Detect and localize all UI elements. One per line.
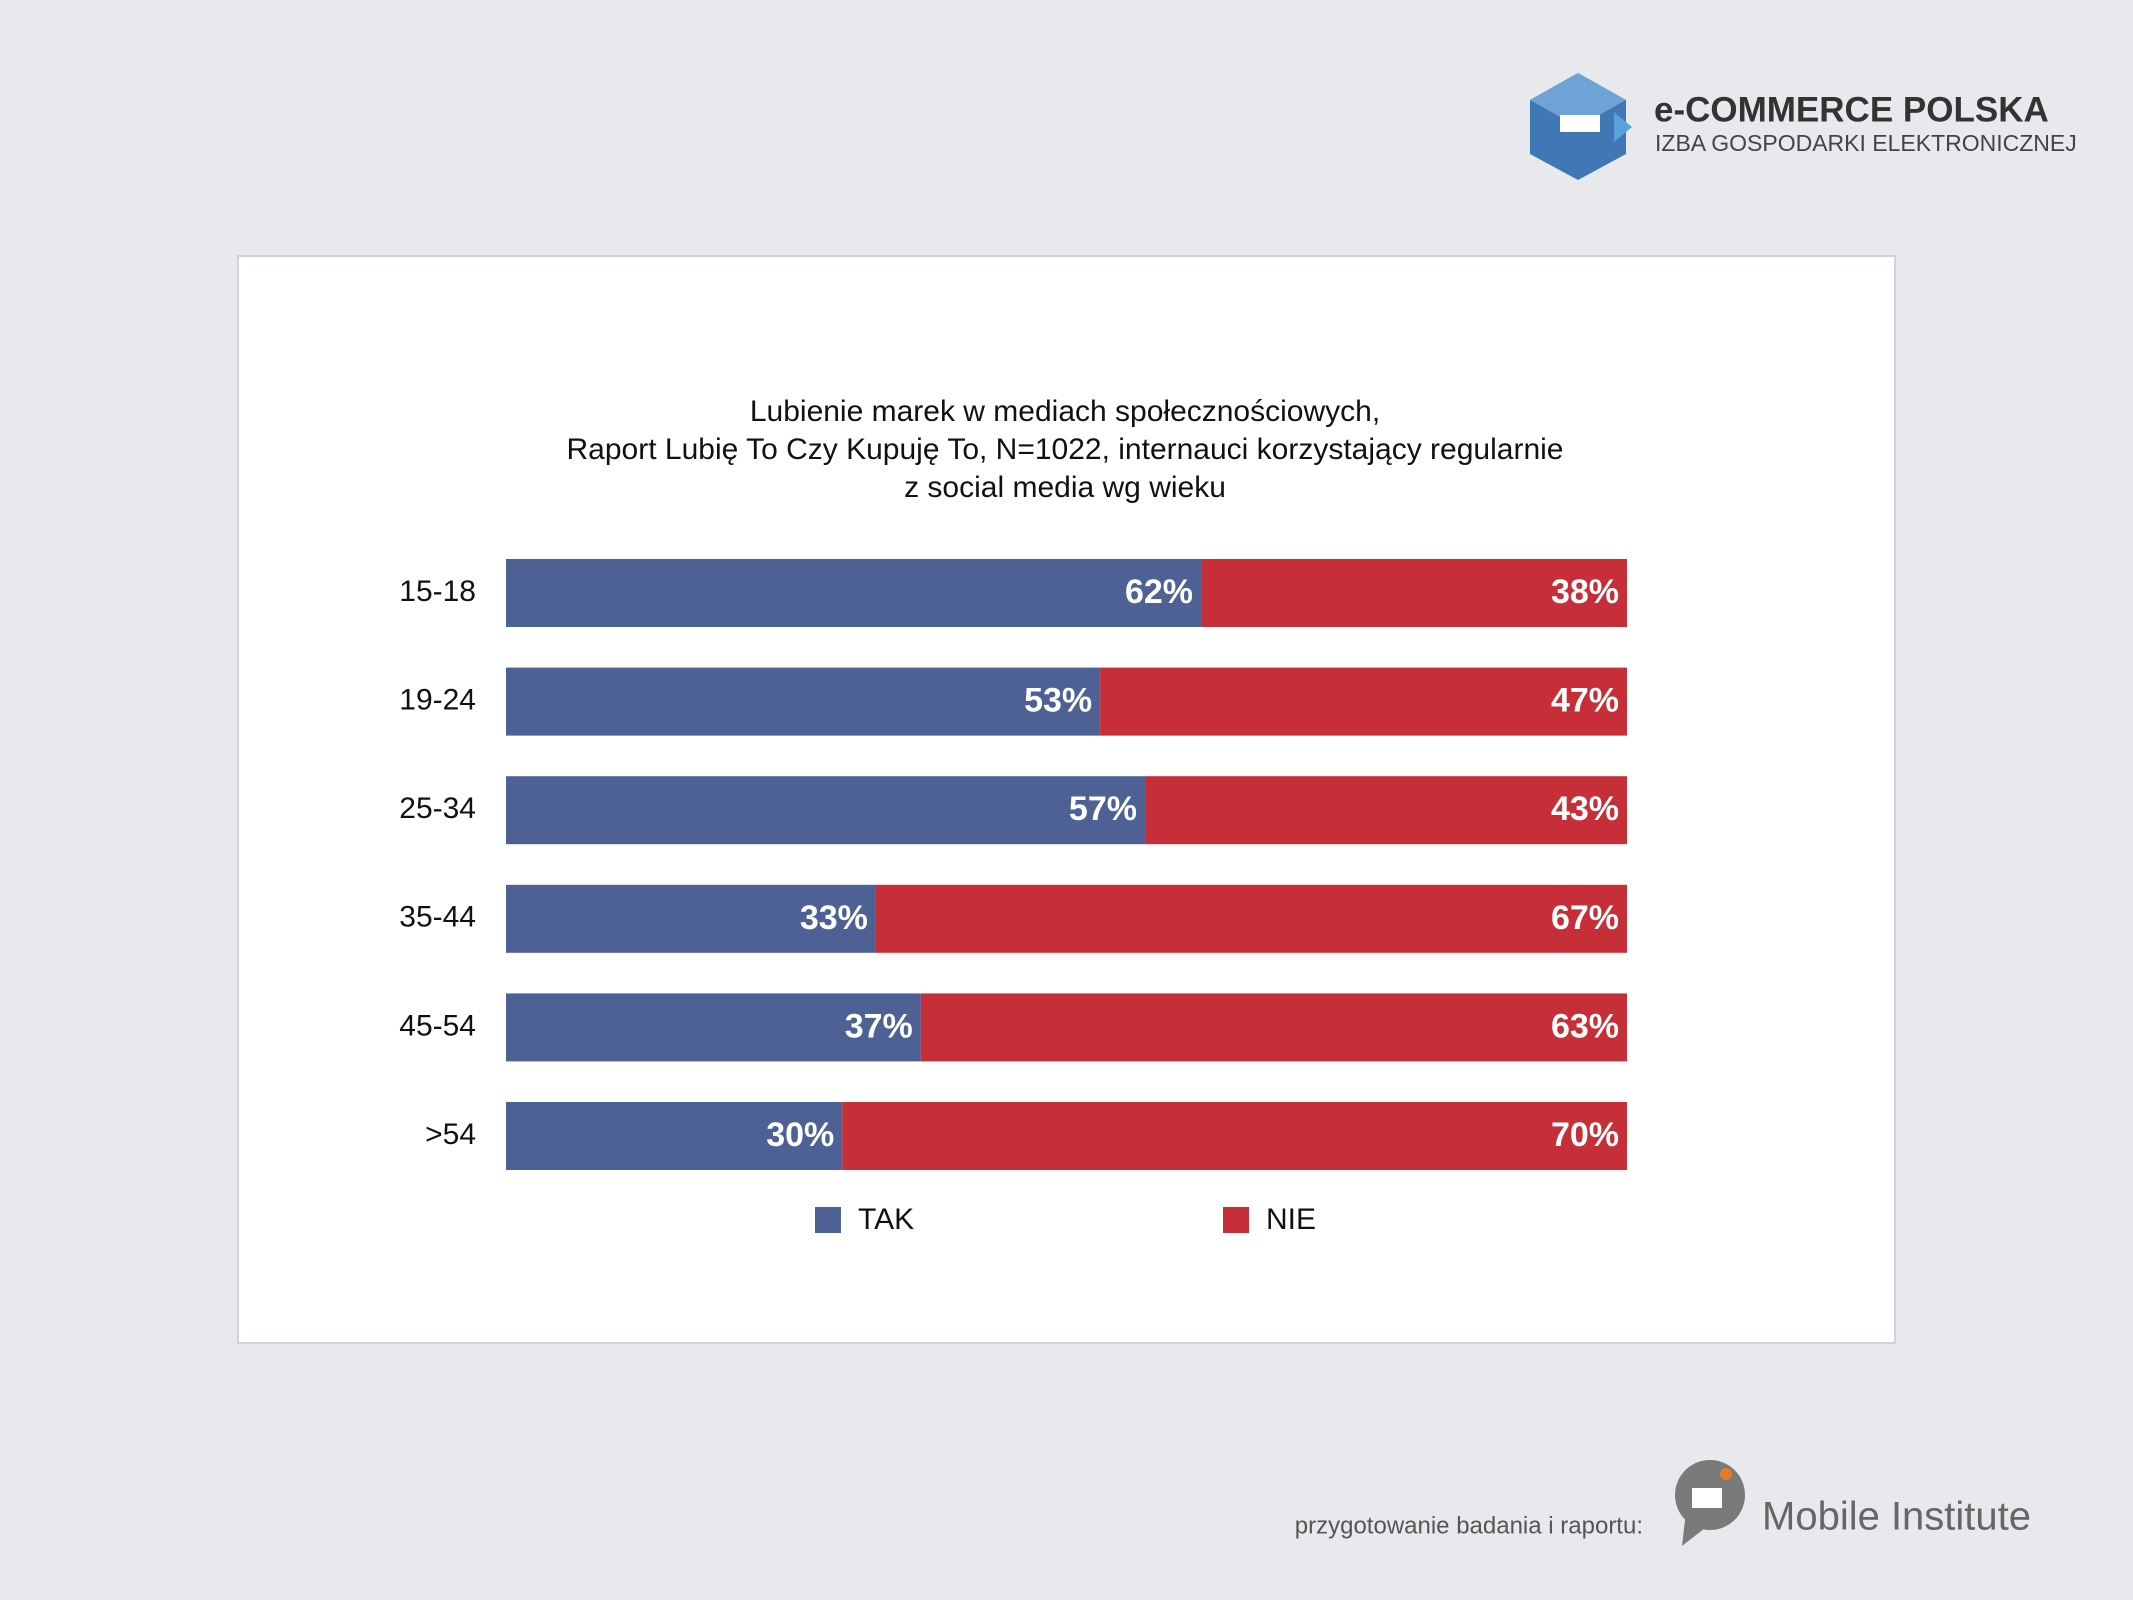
chart-title: Raport Lubię To Czy Kupuję To, N=1022, i… (567, 433, 1564, 466)
bar-segment (875, 884, 1627, 953)
y-tick-label: 15-18 (399, 575, 476, 608)
bar-segment (506, 884, 876, 953)
bar-segment (1201, 559, 1627, 627)
data-label: 57% (1069, 790, 1137, 828)
bar-segment (506, 1102, 843, 1170)
brand-subtitle: IZBA GOSPODARKI ELEKTRONICZNEJ (1655, 130, 2077, 156)
data-label: 38% (1551, 573, 1619, 611)
data-label: 62% (1125, 573, 1193, 611)
footer-company: Mobile Institute (1762, 1495, 2031, 1539)
y-tick-label: 25-34 (399, 792, 476, 825)
legend-label: NIE (1266, 1203, 1316, 1236)
data-label: 30% (766, 1116, 834, 1154)
bar-segment (1100, 667, 1627, 736)
brand-name: e-COMMERCE POLSKA (1654, 90, 2049, 129)
y-tick-label: 19-24 (399, 684, 476, 717)
logo-arrow (1614, 112, 1632, 142)
data-label: 53% (1024, 682, 1092, 720)
bar-segment (506, 559, 1202, 627)
legend-swatch (1223, 1207, 1249, 1233)
data-label: 43% (1551, 790, 1619, 828)
y-tick-label: >54 (425, 1118, 476, 1151)
data-label: 67% (1551, 899, 1619, 937)
mi-icon-tail (1682, 1520, 1705, 1546)
bar-segment (506, 667, 1101, 736)
data-label: 63% (1551, 1007, 1619, 1045)
data-label: 37% (845, 1007, 913, 1045)
legend-label: TAK (858, 1203, 914, 1236)
y-tick-label: 35-44 (399, 901, 476, 934)
bar-segment (842, 1102, 1627, 1170)
mi-icon-mark (1692, 1488, 1722, 1508)
logo-facet (1560, 115, 1600, 132)
logo (1530, 73, 1632, 180)
logo-facet (1530, 73, 1626, 127)
legend-swatch (815, 1207, 841, 1233)
y-tick-label: 45-54 (399, 1009, 476, 1042)
chart: Lubienie marek w mediach społecznościowy… (399, 395, 1627, 1236)
data-label: 33% (800, 899, 868, 937)
bar-segment (920, 993, 1627, 1062)
bar-segment (1144, 776, 1627, 845)
mi-icon-dot (1720, 1468, 1732, 1480)
chart-title: Lubienie marek w mediach społecznościowy… (750, 395, 1380, 428)
footer-note: przygotowanie badania i raportu: (1295, 1512, 1643, 1539)
bar-segment (506, 993, 921, 1062)
mi-logo (1675, 1460, 1745, 1546)
data-label: 70% (1551, 1116, 1619, 1154)
bar-segment (506, 776, 1145, 845)
data-label: 47% (1551, 682, 1619, 720)
chart-title: z social media wg wieku (904, 471, 1226, 504)
